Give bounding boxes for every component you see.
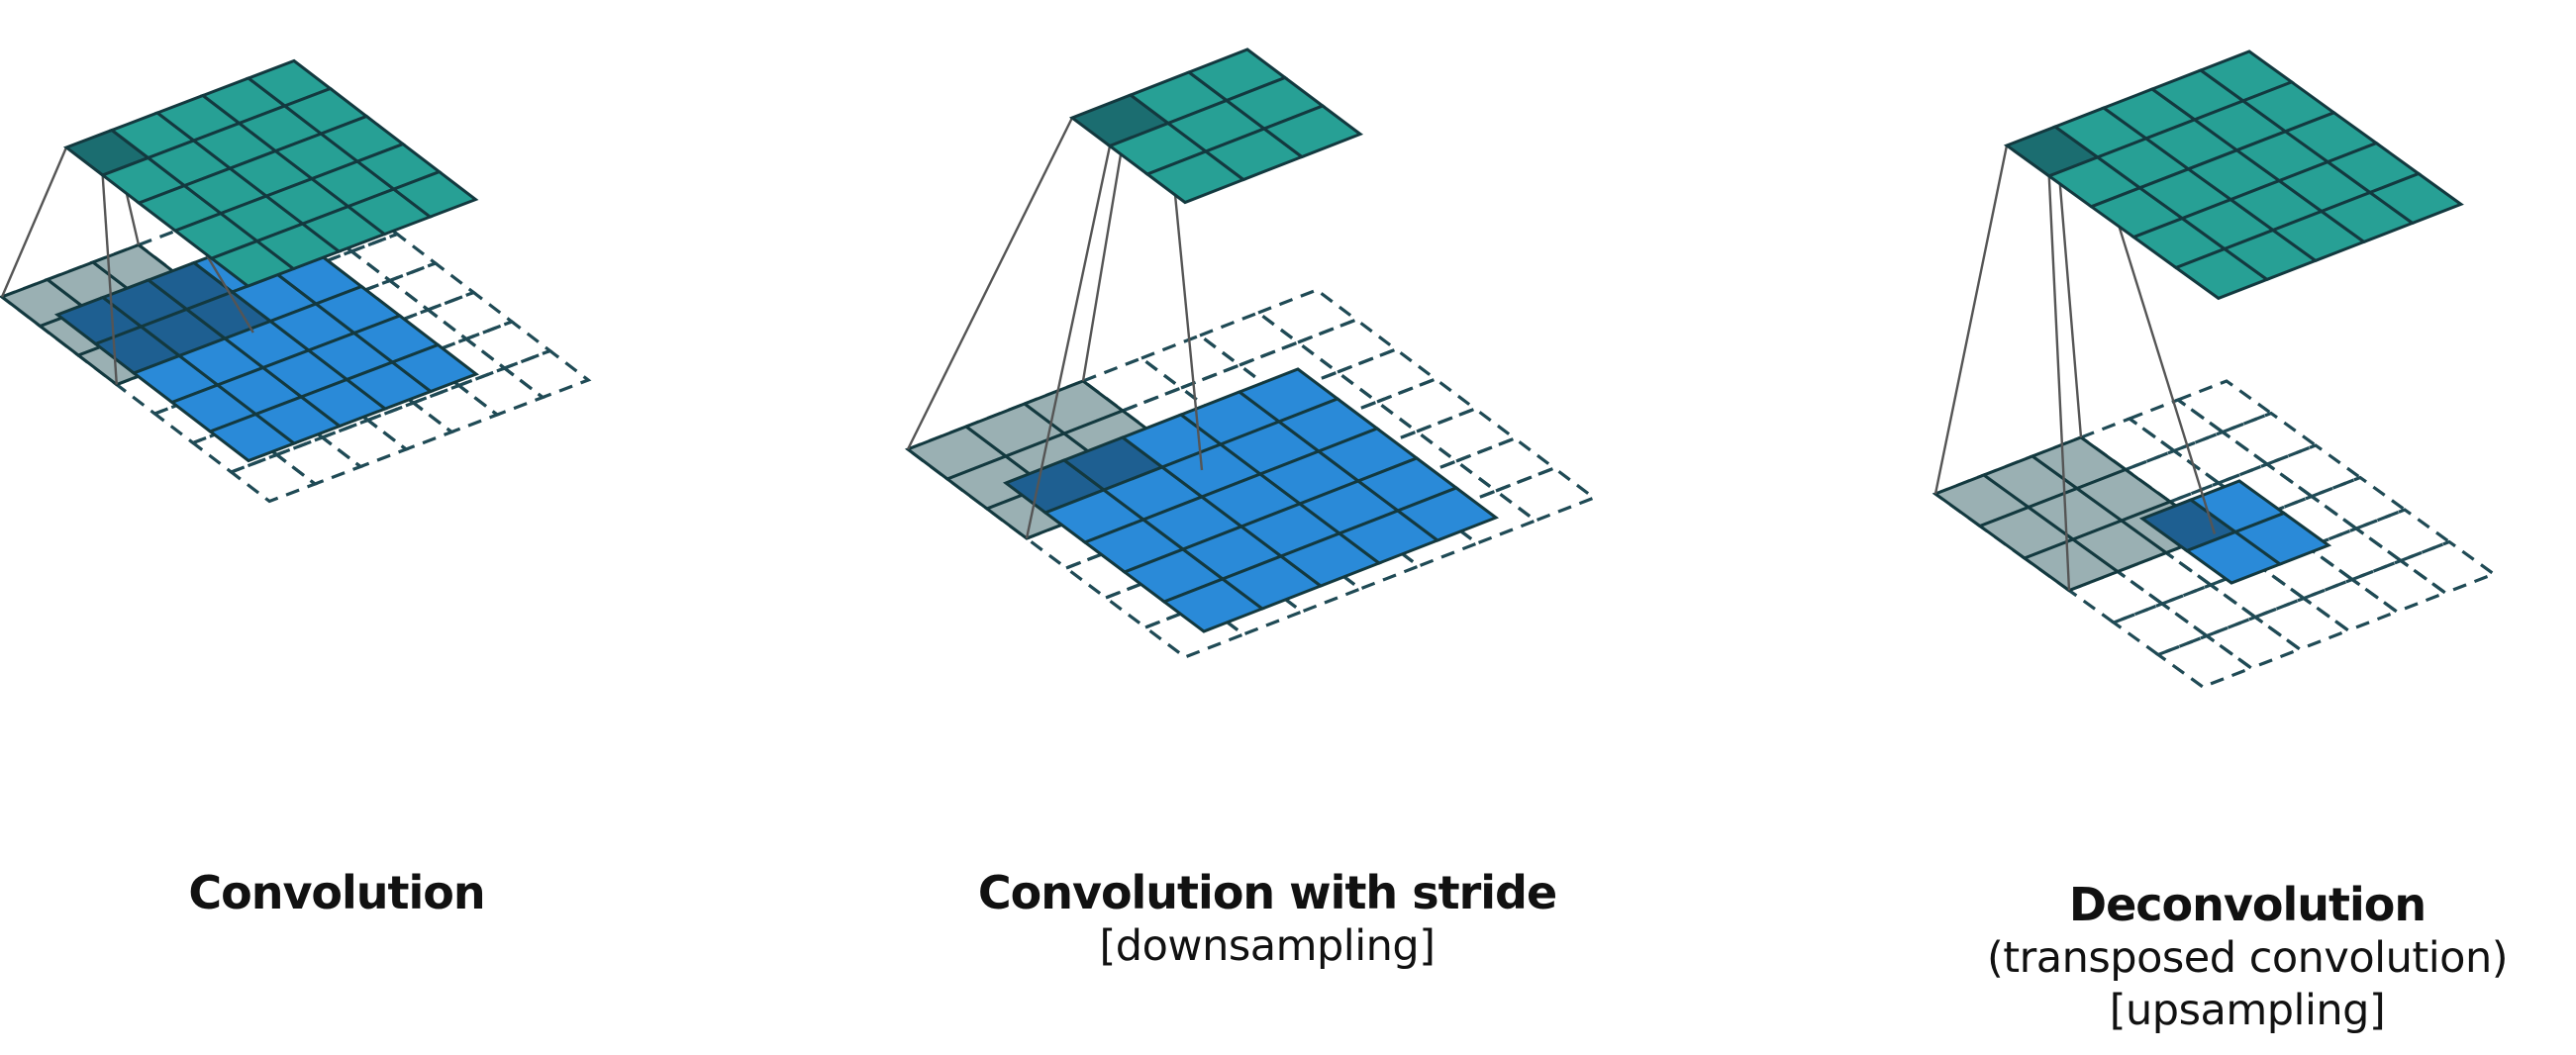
input-cell-cell bbox=[1394, 486, 1500, 542]
padding-cell-cell bbox=[2122, 448, 2223, 504]
deconvolution-title: Deconvolution bbox=[2068, 878, 2427, 931]
padding-cell-cell bbox=[2397, 539, 2498, 595]
padding-cell-cell bbox=[1334, 347, 1439, 404]
input-cells bbox=[2138, 479, 2332, 585]
padding-cell-cell bbox=[1452, 436, 1558, 493]
deconvolution-panel bbox=[1932, 49, 2498, 689]
projection-line bbox=[1933, 144, 2009, 495]
output-cells bbox=[1068, 48, 1364, 205]
output-cells bbox=[62, 58, 479, 288]
deconvolution-caption: Deconvolution (transposed convolution) [… bbox=[1911, 877, 2576, 1036]
padding-cell-cell bbox=[2215, 462, 2316, 518]
deconvolution-subtitle-transposed: (transposed convolution) bbox=[1986, 933, 2509, 984]
projection-line bbox=[0, 146, 68, 298]
padding-cell-cell bbox=[1317, 534, 1423, 591]
projection-line bbox=[906, 117, 1074, 450]
padding-cell-cell bbox=[2166, 481, 2267, 536]
padding-cell-cell bbox=[2158, 583, 2259, 638]
padding-cell-cell bbox=[228, 452, 319, 504]
padding-cell-cell bbox=[2259, 494, 2360, 549]
padding-cell-cell bbox=[1023, 514, 1129, 570]
projection-line bbox=[1025, 145, 1112, 539]
convolution-title: Convolution bbox=[188, 866, 485, 919]
padding-cell-cell bbox=[2154, 633, 2255, 689]
projection-line bbox=[2047, 175, 2071, 591]
output-cells bbox=[2003, 49, 2464, 301]
padding-cell-cell bbox=[1434, 489, 1539, 545]
padding-cell-cell bbox=[2308, 475, 2409, 530]
input-cell-cell bbox=[2231, 511, 2332, 566]
padding-cell-cell bbox=[2251, 596, 2352, 651]
convolution-caption: Convolution bbox=[158, 865, 515, 920]
padding-cell-cell bbox=[1138, 334, 1243, 390]
padding-cell-cell bbox=[1141, 603, 1247, 659]
output-cell-cell bbox=[1260, 104, 1364, 159]
projection-line bbox=[101, 174, 118, 385]
output-cell-cell bbox=[2366, 171, 2464, 226]
padding-cell-cell bbox=[2174, 379, 2275, 434]
output-cell-cell bbox=[390, 169, 479, 219]
padding-cell-cell bbox=[2110, 602, 2211, 657]
padding-cell-cell bbox=[1062, 543, 1168, 600]
padding-cell-cell bbox=[2203, 615, 2304, 670]
padding-cell-cell bbox=[425, 290, 516, 341]
padding-cell-cell bbox=[1258, 557, 1364, 614]
padding-cell-cell bbox=[1294, 318, 1400, 374]
convolution-panel bbox=[0, 58, 592, 504]
padding-cell-cell bbox=[2348, 558, 2449, 614]
padding-cell-cell bbox=[1102, 573, 1208, 629]
padding-cell-cell bbox=[501, 348, 592, 400]
padding-cell-cell bbox=[2077, 417, 2178, 472]
padding-cell-cell bbox=[1413, 407, 1519, 463]
padding-cell-cell bbox=[1196, 311, 1302, 367]
padding-cell-cell bbox=[2219, 411, 2320, 466]
padding-cell-cell bbox=[1200, 580, 1306, 636]
padding-cell-cell bbox=[462, 320, 553, 370]
padding-cell-cell bbox=[1254, 288, 1360, 344]
padding-cell-cell bbox=[2263, 443, 2364, 499]
padding-cell-cell bbox=[2300, 577, 2401, 632]
strided-convolution-caption: Convolution with stride [downsampling] bbox=[950, 865, 1584, 973]
padding-cell-cell bbox=[2304, 527, 2405, 582]
strided-convolution-title: Convolution with stride bbox=[977, 866, 1557, 919]
padding-cell-cell bbox=[1373, 377, 1479, 433]
input-cell-cell bbox=[389, 342, 480, 394]
strided-convolution-subtitle: [downsampling] bbox=[1099, 921, 1436, 972]
deconvolution-subtitle-upsampling: [upsampling] bbox=[2109, 985, 2386, 1035]
padding-cell-cell bbox=[1492, 466, 1598, 523]
input-cells bbox=[1002, 367, 1500, 633]
padding-cell-cell bbox=[2126, 398, 2227, 453]
strided-convolution-panel bbox=[904, 48, 1598, 659]
padding-cell-cell bbox=[386, 261, 477, 312]
padding-cell-cell bbox=[2170, 430, 2271, 485]
input-cells bbox=[53, 226, 480, 463]
padding-cell-cell bbox=[1375, 512, 1481, 568]
padding-cell-cell bbox=[2352, 508, 2453, 563]
